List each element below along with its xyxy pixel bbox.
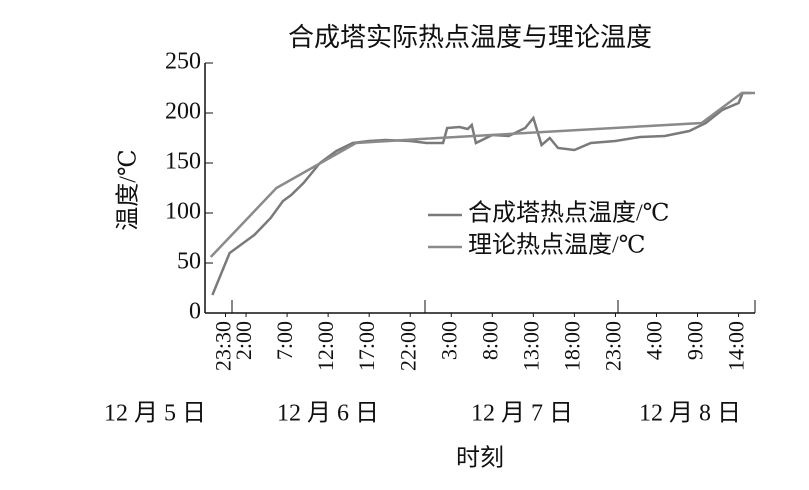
day-label: 12 月 6 日	[277, 401, 379, 427]
x-tick-label: 7:00	[272, 321, 297, 360]
day-label: 12 月 5 日	[104, 401, 206, 427]
x-tick-label: 3:00	[436, 321, 461, 360]
day-label: 12 月 8 日	[639, 401, 741, 427]
y-tick-label: 100	[165, 199, 201, 225]
y-tick-label: 250	[165, 49, 201, 75]
legend-label: 合成塔热点温度/℃	[468, 200, 670, 227]
day-label: 12 月 7 日	[471, 401, 573, 427]
x-tick-label: 18:00	[559, 321, 584, 371]
x-tick-label: 13:00	[518, 321, 543, 371]
x-tick-label: 4:00	[642, 321, 667, 360]
chart-title: 合成塔实际热点温度与理论温度	[288, 23, 652, 52]
x-tick-label: 23:00	[600, 321, 625, 371]
x-tick-label: 22:00	[395, 321, 420, 371]
x-tick-label: 23:30	[211, 321, 236, 371]
x-axis-label: 时刻	[456, 445, 504, 472]
x-tick-label: 17:00	[354, 321, 379, 371]
series-line	[211, 91, 751, 296]
x-tick-label: 9:00	[683, 321, 708, 360]
y-tick-label: 0	[189, 299, 201, 325]
x-tick-label: 2:00	[231, 321, 256, 360]
x-tick-label: 14:00	[724, 321, 749, 371]
series-line	[209, 91, 755, 258]
x-tick-label: 12:00	[313, 321, 338, 371]
y-tick-label: 150	[165, 149, 201, 175]
x-tick-label: 8:00	[477, 321, 502, 360]
y-tick-label: 200	[165, 99, 201, 125]
legend-label: 理论热点温度/℃	[468, 232, 646, 259]
y-tick-label: 50	[177, 249, 201, 275]
y-axis-label: 温度/℃	[115, 149, 142, 231]
